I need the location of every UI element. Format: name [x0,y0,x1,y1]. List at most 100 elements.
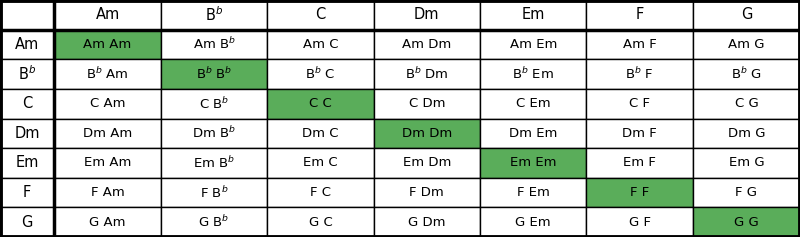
Text: Em Am: Em Am [84,156,131,169]
Bar [480,89,586,118]
Text: Am G: Am G [728,38,765,51]
Text: F F: F F [630,186,650,199]
Text: Dm: Dm [414,7,439,22]
Text: F Am: F Am [90,186,125,199]
Bar [480,207,586,237]
Text: F Dm: F Dm [410,186,444,199]
Bar [480,178,586,207]
Bar [0,59,54,89]
Text: F Em: F Em [517,186,550,199]
Text: Em B$^b$: Em B$^b$ [193,155,235,171]
Text: Dm F: Dm F [622,127,657,140]
Text: Em: Em [522,7,545,22]
Bar [586,148,693,178]
Text: B$^b$: B$^b$ [18,65,36,83]
Text: C: C [22,96,32,111]
Bar [54,207,161,237]
Text: G B$^b$: G B$^b$ [198,214,230,230]
Text: B$^b$ B$^b$: B$^b$ B$^b$ [196,66,232,82]
Text: Em G: Em G [729,156,764,169]
Bar [374,59,480,89]
Bar [0,148,54,178]
Text: G Em: G Em [515,216,551,229]
Bar [693,207,800,237]
Bar [161,148,267,178]
Bar [267,118,374,148]
Text: Am F: Am F [622,38,657,51]
Text: Am: Am [95,7,120,22]
Text: G: G [22,215,33,230]
Text: Em C: Em C [303,156,338,169]
Bar [586,30,693,59]
Text: G C: G C [309,216,332,229]
Bar [0,89,54,118]
Bar [693,89,800,118]
Text: F: F [23,185,31,200]
Text: C C: C C [309,97,332,110]
Text: F B$^b$: F B$^b$ [200,185,228,201]
Bar [374,118,480,148]
Bar [374,178,480,207]
Bar [0,178,54,207]
Text: Em Em: Em Em [510,156,557,169]
Bar [586,178,693,207]
Text: F: F [635,7,644,22]
Text: Dm Dm: Dm Dm [402,127,452,140]
Bar [586,59,693,89]
Text: Em F: Em F [623,156,656,169]
Bar [161,89,267,118]
Text: F G: F G [735,186,758,199]
Text: Dm B$^b$: Dm B$^b$ [192,125,236,141]
Bar [267,0,374,30]
Bar [267,89,374,118]
Bar [161,207,267,237]
Text: Am Am: Am Am [83,38,132,51]
Text: Dm Em: Dm Em [509,127,558,140]
Text: Em: Em [15,155,39,170]
Text: Em Dm: Em Dm [402,156,451,169]
Bar [54,148,161,178]
Bar [54,178,161,207]
Bar [693,30,800,59]
Bar [693,178,800,207]
Bar [54,89,161,118]
Bar [267,59,374,89]
Bar [54,59,161,89]
Text: Dm: Dm [14,126,40,141]
Bar [54,118,161,148]
Text: C B$^b$: C B$^b$ [199,96,229,112]
Bar [0,118,54,148]
Bar [586,89,693,118]
Bar [161,178,267,207]
Text: G G: G G [734,216,758,229]
Bar [693,148,800,178]
Bar [374,148,480,178]
Text: B$^b$ Dm: B$^b$ Dm [405,66,449,82]
Bar [480,148,586,178]
Bar [480,118,586,148]
Bar [480,0,586,30]
Bar [480,59,586,89]
Bar [267,30,374,59]
Bar [374,89,480,118]
Text: Am B$^b$: Am B$^b$ [193,36,235,52]
Text: B$^b$: B$^b$ [205,5,223,24]
Text: B$^b$ F: B$^b$ F [626,66,654,82]
Text: B$^b$ G: B$^b$ G [731,66,762,82]
Bar [693,59,800,89]
Bar [267,207,374,237]
Text: C: C [315,7,326,22]
Bar [161,30,267,59]
Bar [374,207,480,237]
Text: G F: G F [629,216,650,229]
Text: Dm C: Dm C [302,127,338,140]
Bar [0,207,54,237]
Text: B$^b$ Am: B$^b$ Am [86,66,129,82]
Bar [54,30,161,59]
Text: Am Dm: Am Dm [402,38,451,51]
Text: C F: C F [629,97,650,110]
Bar [374,30,480,59]
Text: B$^b$ C: B$^b$ C [306,66,335,82]
Bar [267,148,374,178]
Text: Dm Am: Dm Am [83,127,132,140]
